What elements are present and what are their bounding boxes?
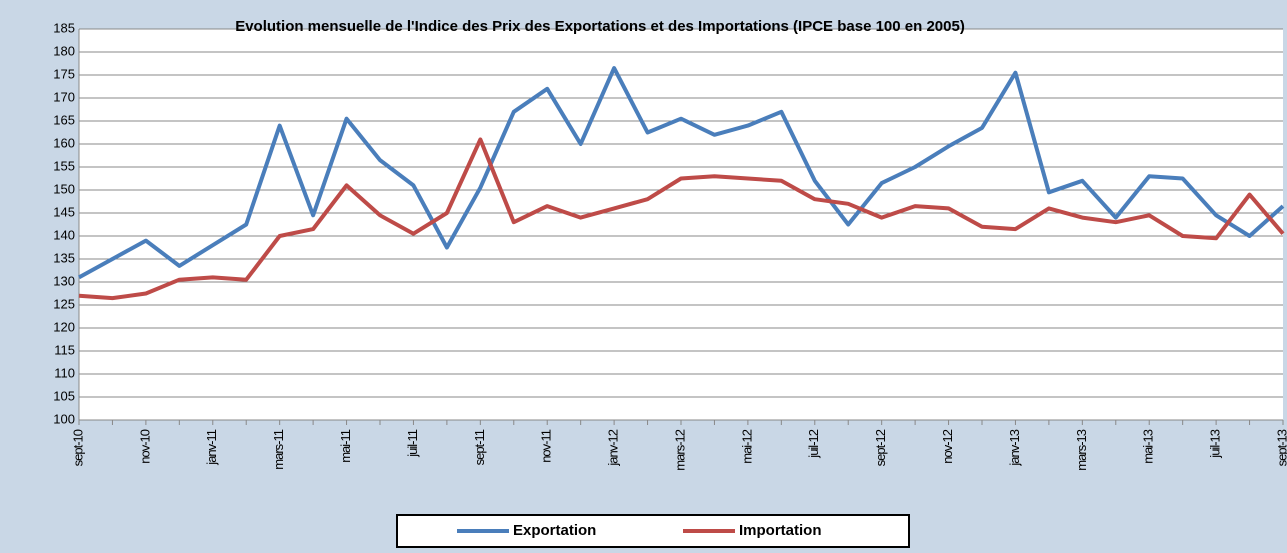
x-tick-label: juil-11 bbox=[405, 429, 420, 457]
y-tick-label: 120 bbox=[53, 319, 75, 334]
y-tick-label: 150 bbox=[53, 181, 75, 196]
x-tick-label: mai-13 bbox=[1141, 429, 1156, 464]
x-tick-label: mars-13 bbox=[1074, 429, 1089, 470]
x-tick-label: janv-12 bbox=[606, 429, 621, 466]
y-tick-label: 180 bbox=[53, 43, 75, 58]
x-tick-label: sept-10 bbox=[70, 429, 85, 466]
y-tick-label: 125 bbox=[53, 296, 75, 311]
y-tick-label: 170 bbox=[53, 89, 75, 104]
legend-label: Exportation bbox=[513, 522, 596, 539]
y-tick-label: 160 bbox=[53, 135, 75, 150]
y-tick-label: 135 bbox=[53, 250, 75, 265]
x-tick-label: juil-12 bbox=[806, 429, 821, 458]
legend-label: Importation bbox=[739, 522, 822, 539]
x-tick-label: sept-11 bbox=[472, 429, 487, 465]
x-tick-label: mai-11 bbox=[338, 429, 353, 463]
y-tick-label: 140 bbox=[53, 227, 75, 242]
y-tick-label: 110 bbox=[54, 365, 75, 380]
y-tick-label: 100 bbox=[53, 411, 75, 426]
x-tick-label: nov-12 bbox=[940, 429, 955, 464]
x-tick-label: janv-11 bbox=[204, 429, 219, 465]
x-tick-label: janv-13 bbox=[1007, 429, 1022, 466]
x-tick-label: sept-13 bbox=[1274, 429, 1287, 466]
y-tick-label: 185 bbox=[53, 20, 75, 35]
x-tick-label: nov-10 bbox=[137, 429, 152, 464]
y-tick-label: 105 bbox=[53, 388, 75, 403]
series-line bbox=[78, 137, 1285, 301]
y-tick-label: 130 bbox=[53, 273, 75, 288]
x-tick-label: nov-11 bbox=[539, 429, 554, 463]
y-tick-label: 155 bbox=[53, 158, 75, 173]
y-tick-label: 165 bbox=[53, 112, 75, 127]
y-tick-label: 145 bbox=[53, 204, 75, 219]
y-tick-label: 115 bbox=[54, 342, 75, 357]
y-tick-label: 175 bbox=[53, 66, 75, 81]
x-tick-label: mars-11 bbox=[271, 429, 286, 469]
x-tick-label: juil-13 bbox=[1208, 429, 1223, 458]
x-tick-label: mai-12 bbox=[739, 429, 754, 464]
x-tick-label: sept-12 bbox=[873, 429, 888, 466]
plot-area bbox=[79, 29, 1283, 420]
series-line bbox=[78, 66, 1285, 280]
x-tick-label: mars-12 bbox=[672, 429, 687, 470]
chart-title: Evolution mensuelle de l'Indice des Prix… bbox=[235, 18, 965, 35]
